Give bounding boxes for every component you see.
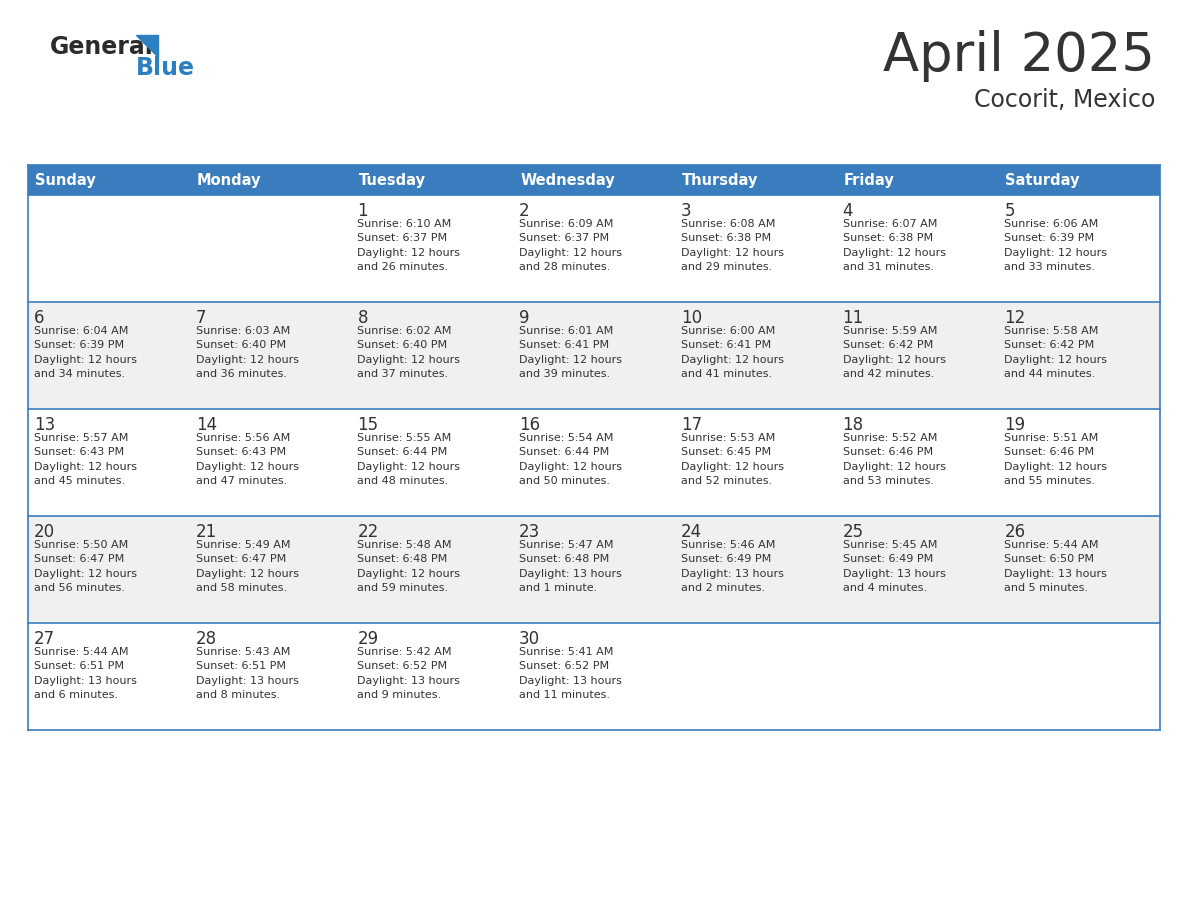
Text: Sunrise: 5:50 AM
Sunset: 6:47 PM
Daylight: 12 hours
and 56 minutes.: Sunrise: 5:50 AM Sunset: 6:47 PM Dayligh… xyxy=(34,540,137,593)
Text: Cocorit, Mexico: Cocorit, Mexico xyxy=(974,88,1155,112)
Text: 11: 11 xyxy=(842,309,864,327)
Text: Sunrise: 5:45 AM
Sunset: 6:49 PM
Daylight: 13 hours
and 4 minutes.: Sunrise: 5:45 AM Sunset: 6:49 PM Dayligh… xyxy=(842,540,946,593)
Text: 3: 3 xyxy=(681,202,691,220)
Text: 1: 1 xyxy=(358,202,368,220)
Bar xyxy=(675,165,836,195)
Text: 24: 24 xyxy=(681,523,702,541)
Text: Sunrise: 5:44 AM
Sunset: 6:50 PM
Daylight: 13 hours
and 5 minutes.: Sunrise: 5:44 AM Sunset: 6:50 PM Dayligh… xyxy=(1004,540,1107,593)
Text: 17: 17 xyxy=(681,416,702,434)
Text: 16: 16 xyxy=(519,416,541,434)
Text: Sunrise: 5:46 AM
Sunset: 6:49 PM
Daylight: 13 hours
and 2 minutes.: Sunrise: 5:46 AM Sunset: 6:49 PM Dayligh… xyxy=(681,540,784,593)
Text: 19: 19 xyxy=(1004,416,1025,434)
Text: 7: 7 xyxy=(196,309,207,327)
Text: 29: 29 xyxy=(358,630,379,648)
Text: Sunrise: 5:49 AM
Sunset: 6:47 PM
Daylight: 12 hours
and 58 minutes.: Sunrise: 5:49 AM Sunset: 6:47 PM Dayligh… xyxy=(196,540,298,593)
Bar xyxy=(29,302,1159,409)
Bar xyxy=(513,165,675,195)
Text: Sunrise: 5:54 AM
Sunset: 6:44 PM
Daylight: 12 hours
and 50 minutes.: Sunrise: 5:54 AM Sunset: 6:44 PM Dayligh… xyxy=(519,433,623,487)
Text: Thursday: Thursday xyxy=(682,173,758,187)
Text: Sunrise: 5:43 AM
Sunset: 6:51 PM
Daylight: 13 hours
and 8 minutes.: Sunrise: 5:43 AM Sunset: 6:51 PM Dayligh… xyxy=(196,647,298,700)
Text: 22: 22 xyxy=(358,523,379,541)
Text: 21: 21 xyxy=(196,523,217,541)
Text: 26: 26 xyxy=(1004,523,1025,541)
Text: 18: 18 xyxy=(842,416,864,434)
Text: 5: 5 xyxy=(1004,202,1015,220)
Text: Sunrise: 5:42 AM
Sunset: 6:52 PM
Daylight: 13 hours
and 9 minutes.: Sunrise: 5:42 AM Sunset: 6:52 PM Dayligh… xyxy=(358,647,460,700)
Text: Sunday: Sunday xyxy=(34,173,96,187)
Text: Wednesday: Wednesday xyxy=(520,173,615,187)
Text: Sunrise: 6:07 AM
Sunset: 6:38 PM
Daylight: 12 hours
and 31 minutes.: Sunrise: 6:07 AM Sunset: 6:38 PM Dayligh… xyxy=(842,219,946,273)
Bar xyxy=(29,516,1159,623)
Text: Sunrise: 6:03 AM
Sunset: 6:40 PM
Daylight: 12 hours
and 36 minutes.: Sunrise: 6:03 AM Sunset: 6:40 PM Dayligh… xyxy=(196,326,298,379)
Text: 6: 6 xyxy=(34,309,44,327)
Bar xyxy=(190,165,352,195)
Bar xyxy=(29,195,1159,302)
Bar xyxy=(998,165,1159,195)
Text: Sunrise: 5:58 AM
Sunset: 6:42 PM
Daylight: 12 hours
and 44 minutes.: Sunrise: 5:58 AM Sunset: 6:42 PM Dayligh… xyxy=(1004,326,1107,379)
Text: Sunrise: 5:53 AM
Sunset: 6:45 PM
Daylight: 12 hours
and 52 minutes.: Sunrise: 5:53 AM Sunset: 6:45 PM Dayligh… xyxy=(681,433,784,487)
Text: 14: 14 xyxy=(196,416,217,434)
Bar xyxy=(352,165,513,195)
Text: Sunrise: 5:47 AM
Sunset: 6:48 PM
Daylight: 13 hours
and 1 minute.: Sunrise: 5:47 AM Sunset: 6:48 PM Dayligh… xyxy=(519,540,623,593)
Text: Sunrise: 5:41 AM
Sunset: 6:52 PM
Daylight: 13 hours
and 11 minutes.: Sunrise: 5:41 AM Sunset: 6:52 PM Dayligh… xyxy=(519,647,623,700)
Text: Sunrise: 5:55 AM
Sunset: 6:44 PM
Daylight: 12 hours
and 48 minutes.: Sunrise: 5:55 AM Sunset: 6:44 PM Dayligh… xyxy=(358,433,461,487)
Text: 23: 23 xyxy=(519,523,541,541)
Text: 20: 20 xyxy=(34,523,55,541)
Text: Sunrise: 5:44 AM
Sunset: 6:51 PM
Daylight: 13 hours
and 6 minutes.: Sunrise: 5:44 AM Sunset: 6:51 PM Dayligh… xyxy=(34,647,137,700)
Text: Sunrise: 5:48 AM
Sunset: 6:48 PM
Daylight: 12 hours
and 59 minutes.: Sunrise: 5:48 AM Sunset: 6:48 PM Dayligh… xyxy=(358,540,461,593)
Text: April 2025: April 2025 xyxy=(883,30,1155,82)
Text: Sunrise: 6:10 AM
Sunset: 6:37 PM
Daylight: 12 hours
and 26 minutes.: Sunrise: 6:10 AM Sunset: 6:37 PM Dayligh… xyxy=(358,219,461,273)
Text: Sunrise: 6:02 AM
Sunset: 6:40 PM
Daylight: 12 hours
and 37 minutes.: Sunrise: 6:02 AM Sunset: 6:40 PM Dayligh… xyxy=(358,326,461,379)
Text: Saturday: Saturday xyxy=(1005,173,1080,187)
Bar xyxy=(29,165,190,195)
Polygon shape xyxy=(135,35,158,57)
Bar xyxy=(29,409,1159,516)
Text: 12: 12 xyxy=(1004,309,1025,327)
Text: Sunrise: 6:04 AM
Sunset: 6:39 PM
Daylight: 12 hours
and 34 minutes.: Sunrise: 6:04 AM Sunset: 6:39 PM Dayligh… xyxy=(34,326,137,379)
Text: 2: 2 xyxy=(519,202,530,220)
Text: Sunrise: 6:01 AM
Sunset: 6:41 PM
Daylight: 12 hours
and 39 minutes.: Sunrise: 6:01 AM Sunset: 6:41 PM Dayligh… xyxy=(519,326,623,379)
Text: Tuesday: Tuesday xyxy=(359,173,425,187)
Text: Monday: Monday xyxy=(197,173,261,187)
Text: Sunrise: 5:59 AM
Sunset: 6:42 PM
Daylight: 12 hours
and 42 minutes.: Sunrise: 5:59 AM Sunset: 6:42 PM Dayligh… xyxy=(842,326,946,379)
Text: Sunrise: 6:09 AM
Sunset: 6:37 PM
Daylight: 12 hours
and 28 minutes.: Sunrise: 6:09 AM Sunset: 6:37 PM Dayligh… xyxy=(519,219,623,273)
Text: 13: 13 xyxy=(34,416,56,434)
Text: 8: 8 xyxy=(358,309,368,327)
Text: 25: 25 xyxy=(842,523,864,541)
Text: Sunrise: 5:57 AM
Sunset: 6:43 PM
Daylight: 12 hours
and 45 minutes.: Sunrise: 5:57 AM Sunset: 6:43 PM Dayligh… xyxy=(34,433,137,487)
Text: Sunrise: 5:56 AM
Sunset: 6:43 PM
Daylight: 12 hours
and 47 minutes.: Sunrise: 5:56 AM Sunset: 6:43 PM Dayligh… xyxy=(196,433,298,487)
Text: 27: 27 xyxy=(34,630,55,648)
Text: Friday: Friday xyxy=(843,173,895,187)
Text: General: General xyxy=(50,35,154,59)
Text: Sunrise: 5:51 AM
Sunset: 6:46 PM
Daylight: 12 hours
and 55 minutes.: Sunrise: 5:51 AM Sunset: 6:46 PM Dayligh… xyxy=(1004,433,1107,487)
Text: 28: 28 xyxy=(196,630,217,648)
Bar xyxy=(29,623,1159,730)
Text: 4: 4 xyxy=(842,202,853,220)
Text: Sunrise: 6:08 AM
Sunset: 6:38 PM
Daylight: 12 hours
and 29 minutes.: Sunrise: 6:08 AM Sunset: 6:38 PM Dayligh… xyxy=(681,219,784,273)
Text: Blue: Blue xyxy=(135,56,195,80)
Text: 9: 9 xyxy=(519,309,530,327)
Text: 15: 15 xyxy=(358,416,379,434)
Text: Sunrise: 6:06 AM
Sunset: 6:39 PM
Daylight: 12 hours
and 33 minutes.: Sunrise: 6:06 AM Sunset: 6:39 PM Dayligh… xyxy=(1004,219,1107,273)
Text: 30: 30 xyxy=(519,630,541,648)
Bar xyxy=(836,165,998,195)
Text: 10: 10 xyxy=(681,309,702,327)
Text: Sunrise: 6:00 AM
Sunset: 6:41 PM
Daylight: 12 hours
and 41 minutes.: Sunrise: 6:00 AM Sunset: 6:41 PM Dayligh… xyxy=(681,326,784,379)
Text: Sunrise: 5:52 AM
Sunset: 6:46 PM
Daylight: 12 hours
and 53 minutes.: Sunrise: 5:52 AM Sunset: 6:46 PM Dayligh… xyxy=(842,433,946,487)
